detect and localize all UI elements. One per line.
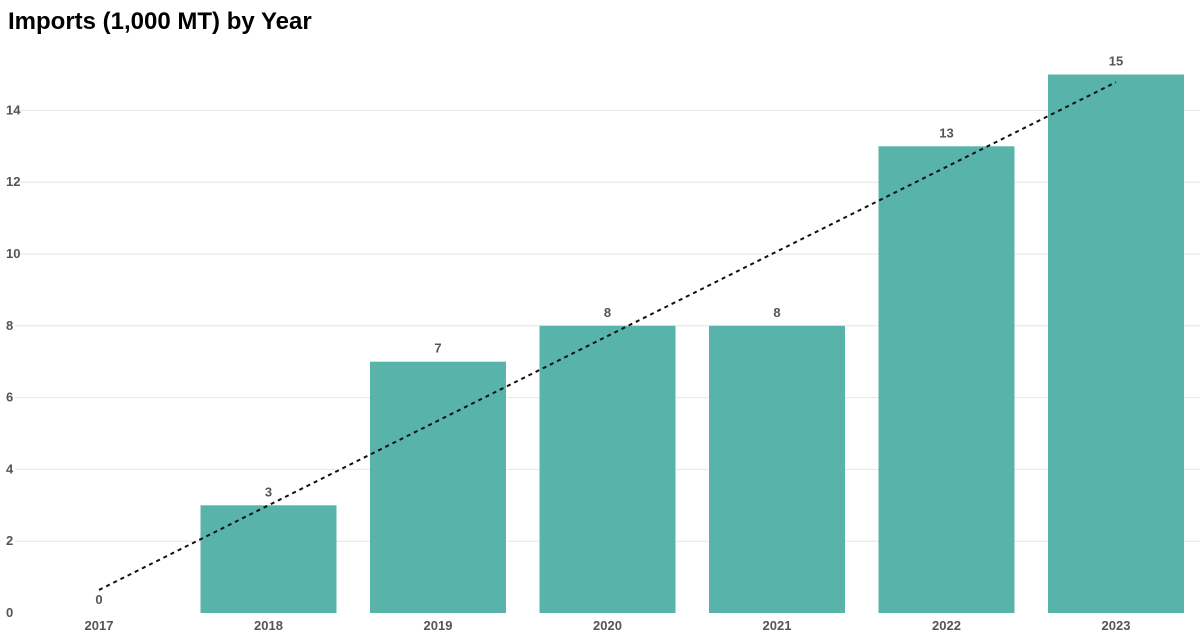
x-tick-label: 2020 [593,618,622,633]
data-label: 13 [939,125,953,140]
trend-line [98,81,1117,591]
y-axis-ticks: 0 2 4 6 8 10 12 14 [6,102,21,620]
x-axis-ticks: 2017 2018 2019 2020 2021 2022 2023 [85,618,1131,633]
x-tick-label: 2017 [85,618,114,633]
x-tick-label: 2018 [254,618,283,633]
bar-2023 [1048,74,1184,613]
x-tick-label: 2019 [424,618,453,633]
bar-2019 [370,361,506,613]
data-label: 0 [95,592,102,607]
bars [200,74,1184,614]
y-tick-label: 14 [6,102,21,117]
bar-2018 [200,505,337,613]
bar-2022 [878,146,1015,614]
data-label: 15 [1109,54,1123,69]
data-label: 7 [434,341,441,356]
x-tick-label: 2023 [1102,618,1131,633]
x-tick-label: 2021 [763,618,792,633]
bar-2021 [709,325,845,613]
y-tick-label: 2 [6,533,13,548]
y-tick-label: 10 [6,246,20,261]
x-tick-label: 2022 [932,618,961,633]
y-tick-label: 12 [6,174,20,189]
chart-title: Imports (1,000 MT) by Year [8,8,312,35]
data-label: 8 [773,305,780,320]
y-tick-label: 6 [6,390,13,405]
data-labels: 0 3 7 8 8 13 15 [95,54,1123,608]
y-tick-label: 8 [6,318,13,333]
data-label: 3 [265,484,272,499]
y-tick-label: 0 [6,605,13,620]
bar-2020 [539,325,676,613]
data-label: 8 [604,305,611,320]
trendline-group [98,81,1117,591]
y-tick-label: 4 [6,461,14,476]
